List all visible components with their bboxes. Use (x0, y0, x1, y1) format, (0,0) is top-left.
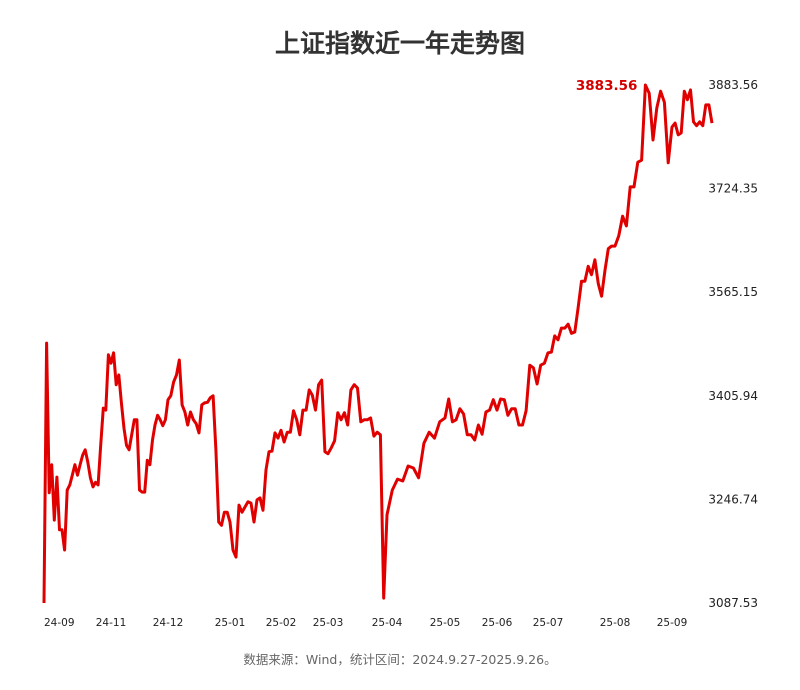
x-tick-label: 24-09 (44, 617, 75, 629)
x-tick-label: 25-09 (657, 617, 688, 629)
x-tick-label: 25-04 (372, 617, 403, 629)
x-tick-label: 25-01 (215, 617, 246, 629)
x-tick-label: 25-05 (430, 617, 461, 629)
y-tick-label: 3565.15 (708, 285, 758, 299)
y-tick-label: 3405.94 (708, 389, 758, 403)
y-tick-label: 3883.56 (708, 78, 758, 92)
x-tick-label: 24-12 (153, 617, 184, 629)
chart-title: 上证指数近一年走势图 (274, 29, 525, 58)
y-tick-label: 3246.74 (708, 492, 758, 506)
y-tick-label: 3087.53 (708, 596, 758, 610)
x-tick-label: 25-03 (313, 617, 344, 629)
y-tick-label: 3724.35 (708, 182, 758, 196)
x-tick-label: 25-06 (482, 617, 513, 629)
x-tick-label: 25-08 (600, 617, 631, 629)
max-value-label: 3883.56 (576, 78, 638, 94)
x-tick-label: 25-02 (266, 617, 297, 629)
price-line (42, 83, 714, 604)
source-note: 数据来源：Wind，统计区间：2024.9.27-2025.9.26。 (243, 652, 557, 667)
x-tick-label: 24-11 (96, 617, 127, 629)
x-tick-label: 25-07 (533, 617, 564, 629)
